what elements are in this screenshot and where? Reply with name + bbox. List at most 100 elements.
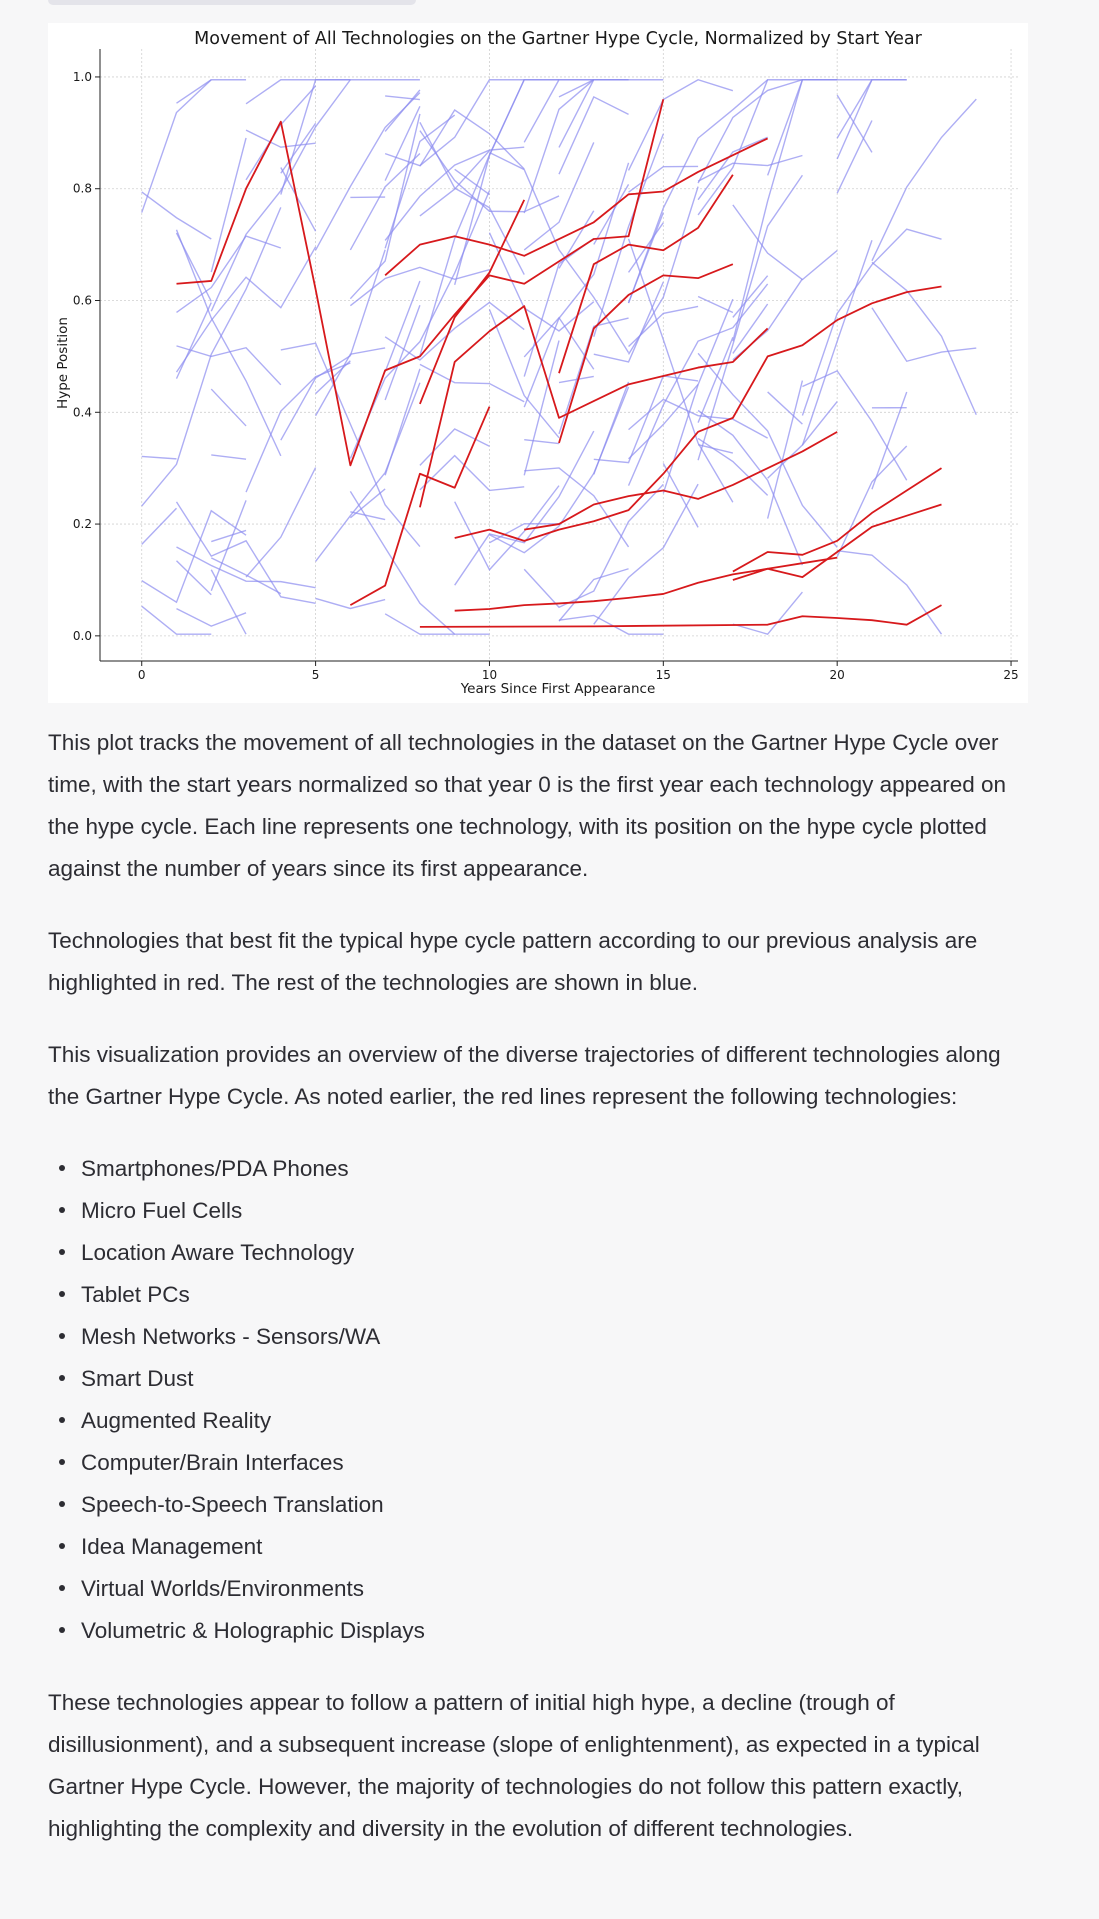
highlighted-technology-line	[176, 99, 665, 467]
technology-line	[697, 174, 803, 461]
highlighted-technology-line	[558, 263, 734, 444]
technology-line	[523, 340, 560, 476]
technology-line	[697, 336, 734, 423]
technology-line	[697, 409, 804, 566]
technology-line	[175, 246, 317, 373]
y-tick-label: 0.8	[73, 182, 92, 196]
technology-line	[802, 369, 908, 481]
technology-line	[384, 301, 525, 361]
technology-line	[141, 455, 177, 460]
technology-line	[176, 607, 247, 627]
list-item: Idea Management	[48, 1526, 1028, 1568]
technology-line	[315, 597, 386, 610]
technology-line	[593, 133, 664, 337]
technology-line	[697, 437, 769, 496]
technology-line	[245, 467, 317, 578]
technology-line	[627, 283, 769, 486]
x-tick-label: 20	[830, 668, 845, 682]
y-tick-label: 0.2	[73, 517, 92, 531]
technology-line	[627, 79, 769, 304]
technology-line	[245, 129, 316, 148]
technology-line	[314, 92, 421, 251]
technology-line	[489, 523, 560, 544]
technology-line	[211, 529, 247, 543]
technology-line	[732, 591, 803, 635]
technology-line	[419, 454, 525, 492]
paragraph-plot-description: This plot tracks the movement of all tec…	[48, 730, 1006, 881]
technology-line	[419, 150, 490, 217]
highlighted-technology-line	[558, 174, 734, 374]
technology-line	[523, 483, 664, 609]
technology-line	[662, 298, 734, 494]
list-item: Smart Dust	[48, 1358, 1028, 1400]
technology-line	[280, 342, 421, 548]
technology-line	[176, 345, 282, 386]
technology-line	[349, 152, 421, 251]
x-tick-label: 15	[656, 668, 671, 682]
technology-line	[627, 238, 734, 503]
list-item: Mesh Networks - Sensors/WA	[48, 1316, 1028, 1358]
technology-line	[176, 560, 212, 596]
technology-line	[558, 568, 629, 622]
technology-line	[558, 614, 664, 635]
x-tick-label: 25	[1003, 668, 1018, 682]
technology-line	[210, 569, 247, 635]
technology-line	[871, 261, 977, 416]
technology-line	[141, 509, 247, 604]
technology-line	[176, 235, 282, 313]
technology-line	[593, 483, 699, 625]
list-item: Volumetric & Holographic Displays	[48, 1610, 1028, 1652]
technology-line	[523, 142, 595, 251]
technology-line	[488, 309, 560, 439]
technology-line	[801, 240, 873, 446]
technology-line	[141, 507, 178, 545]
technology-line	[871, 307, 977, 363]
technology-line	[210, 500, 247, 592]
technology-line	[349, 491, 490, 635]
technology-line	[628, 165, 699, 193]
paragraph-highlight-explanation: Technologies that best fit the typical h…	[48, 928, 978, 995]
technology-line	[141, 79, 212, 213]
technology-line	[315, 382, 421, 562]
technology-line	[419, 130, 560, 213]
technology-line	[419, 109, 525, 170]
technology-line	[280, 249, 386, 441]
technology-line	[697, 295, 734, 314]
assistant-message: This plot tracks the movement of all tec…	[48, 722, 1028, 1880]
technology-line	[419, 428, 490, 466]
highlighted-technology-line	[454, 285, 942, 542]
paragraph-conclusion: These technologies appear to follow a pa…	[48, 1690, 980, 1841]
technology-line	[245, 85, 317, 181]
highlighted-technology-line	[524, 431, 838, 531]
technology-line	[141, 605, 212, 635]
x-tick-label: 10	[482, 668, 497, 682]
highlighted-technology-line	[349, 406, 491, 606]
technology-line	[314, 347, 386, 417]
technology-line	[384, 613, 455, 635]
list-item: Computer/Brain Interfaces	[48, 1442, 1028, 1484]
technology-line	[210, 388, 247, 427]
technology-line	[384, 280, 421, 373]
technology-line	[210, 79, 351, 312]
x-axis-label: Years Since First Appearance	[460, 681, 656, 697]
technology-line	[593, 375, 699, 464]
technology-line	[628, 305, 699, 348]
technology-line	[628, 398, 768, 439]
technology-line	[489, 525, 560, 554]
technology-line	[523, 79, 629, 214]
technology-line	[697, 136, 768, 201]
technology-line	[454, 485, 560, 571]
technology-line	[454, 430, 595, 586]
technology-line	[280, 122, 317, 174]
technology-line	[801, 228, 942, 416]
y-tick-label: 1.0	[73, 70, 92, 84]
technology-line	[697, 154, 803, 182]
technology-line	[767, 391, 803, 425]
x-tick-label: 0	[138, 668, 146, 682]
technology-line	[384, 146, 525, 241]
paragraph-visualization-overview: This visualization provides an overview …	[48, 1042, 1001, 1109]
technology-line	[175, 232, 212, 302]
technology-line	[384, 368, 421, 476]
chart-svg: Movement of All Technologies on the Gart…	[55, 29, 1019, 697]
technology-line	[732, 79, 838, 342]
